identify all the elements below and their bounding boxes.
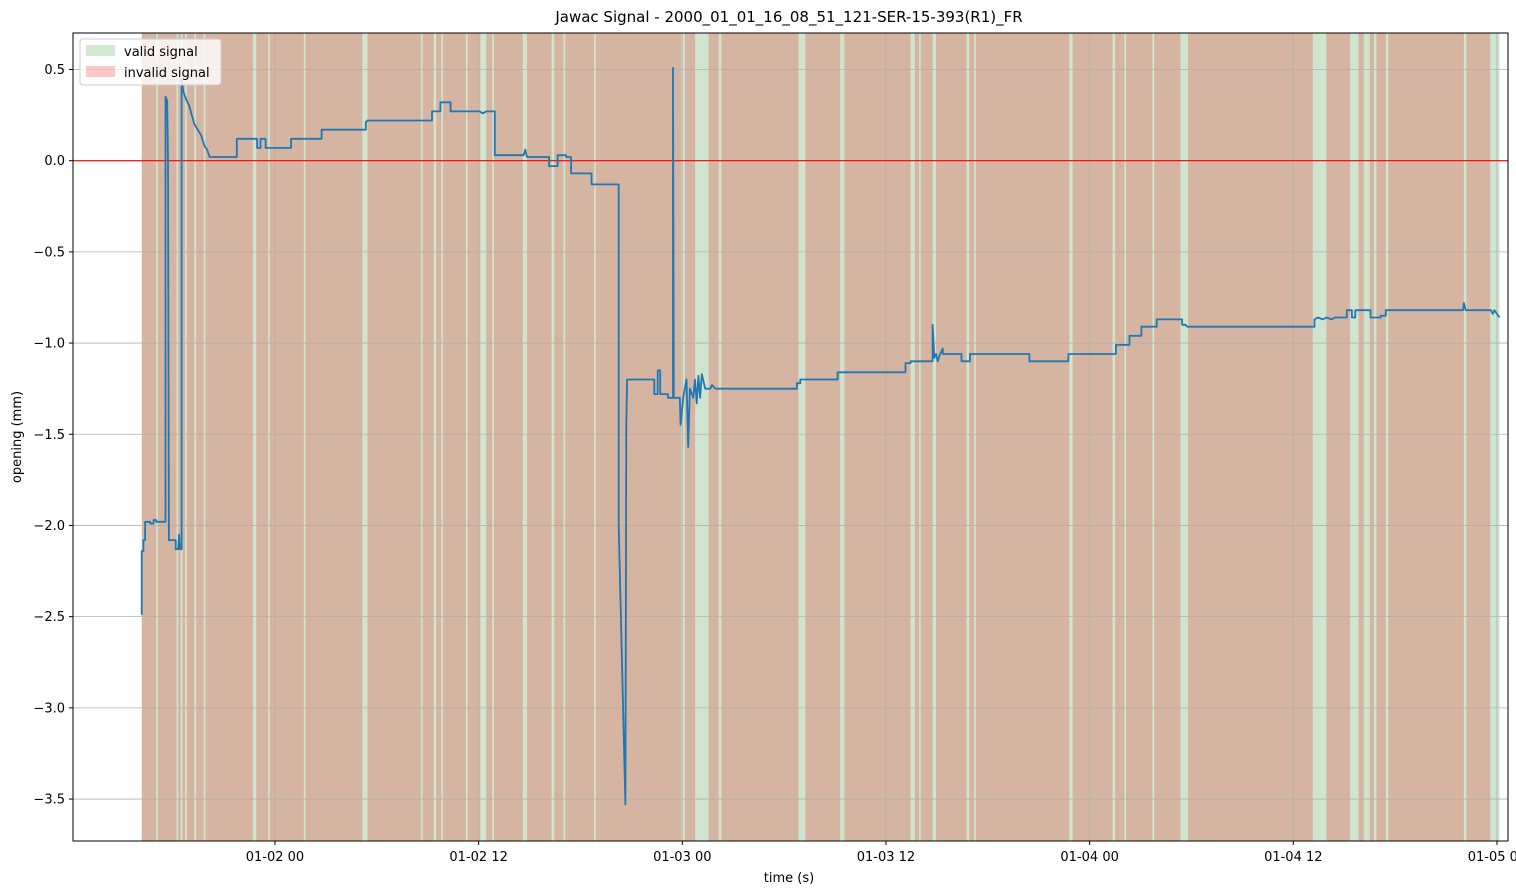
legend-label-valid: valid signal: [124, 45, 198, 60]
signal-series-line: [140, 66, 1501, 806]
valid-band: [910, 33, 915, 841]
valid-band: [268, 33, 270, 841]
valid-band: [551, 33, 555, 841]
valid-band: [1490, 33, 1500, 841]
valid-band: [1350, 33, 1359, 841]
legend: valid signal invalid signal: [79, 38, 222, 86]
invalid-signal-band: [141, 33, 1500, 841]
valid-band: [441, 33, 443, 841]
valid-band: [1312, 33, 1327, 841]
plot-frame: [72, 32, 1509, 842]
valid-band: [1069, 33, 1073, 841]
valid-signal-bands: [156, 33, 1500, 841]
valid-band: [185, 33, 187, 841]
legend-swatch-valid: [86, 45, 115, 56]
x-axis-label: time (s): [764, 871, 814, 886]
x-axis: 01-02 00 01-02 12 01-03 00 01-03 12 01-04 00…: [246, 841, 1516, 865]
valid-band: [362, 33, 368, 841]
y-tick-label: −0.5: [33, 245, 65, 260]
valid-band: [594, 33, 596, 841]
x-tick-label: 01-04 00: [1060, 850, 1118, 865]
valid-band: [1385, 33, 1389, 841]
valid-band: [1180, 33, 1189, 841]
valid-band: [303, 33, 306, 841]
y-tick-label: −3.5: [33, 793, 65, 808]
x-tick-label: 01-03 00: [653, 850, 711, 865]
valid-band: [176, 33, 179, 841]
valid-band: [974, 33, 976, 841]
x-tick-label: 01-02 12: [449, 850, 507, 865]
valid-band: [156, 33, 158, 841]
valid-band: [932, 33, 937, 841]
plot-area: [72, 32, 1509, 842]
y-tick-label: −1.5: [33, 428, 65, 443]
valid-band: [681, 33, 685, 841]
valid-band: [1112, 33, 1116, 841]
x-tick-label: 01-03 12: [857, 850, 915, 865]
legend-label-invalid: invalid signal: [124, 66, 210, 81]
chart-title: Jawac Signal - 2000_01_01_16_08_51_121-S…: [554, 8, 1022, 27]
valid-band: [695, 33, 709, 841]
grid-lines: [73, 33, 1508, 841]
valid-band: [1124, 33, 1127, 841]
x-tick-label: 01-05 00: [1468, 850, 1516, 865]
valid-band: [480, 33, 487, 841]
valid-band: [1363, 33, 1370, 841]
valid-band: [492, 33, 494, 841]
valid-band: [919, 33, 921, 841]
valid-band: [718, 33, 722, 841]
y-tick-label: −1.0: [33, 337, 65, 352]
valid-band: [798, 33, 806, 841]
y-tick-label: −2.0: [33, 519, 65, 534]
valid-band: [433, 33, 437, 841]
y-tick-label: −3.0: [33, 701, 65, 716]
valid-band: [563, 33, 566, 841]
valid-band: [1373, 33, 1377, 841]
valid-band: [465, 33, 468, 841]
valid-band: [252, 33, 257, 841]
valid-band: [203, 33, 206, 841]
invalid-band: [141, 33, 1500, 841]
y-tick-label: 0.5: [44, 63, 65, 78]
legend-frame: [79, 38, 222, 86]
valid-band: [1463, 33, 1467, 841]
valid-band: [522, 33, 528, 841]
valid-band: [966, 33, 970, 841]
y-tick-label: 0.0: [44, 154, 65, 169]
valid-band: [1152, 33, 1155, 841]
valid-band: [194, 33, 197, 841]
x-tick-label: 01-04 12: [1264, 850, 1322, 865]
y-axis-label: opening (mm): [10, 391, 25, 483]
valid-band: [420, 33, 423, 841]
y-tick-label: −2.5: [33, 610, 65, 625]
y-axis: 0.5 0.0 −0.5 −1.0 −1.5 −2.0 −2.5 −3.0 −3.5: [33, 63, 73, 808]
valid-band: [840, 33, 845, 841]
x-tick-label: 01-02 00: [246, 850, 304, 865]
legend-swatch-invalid: [86, 66, 115, 77]
